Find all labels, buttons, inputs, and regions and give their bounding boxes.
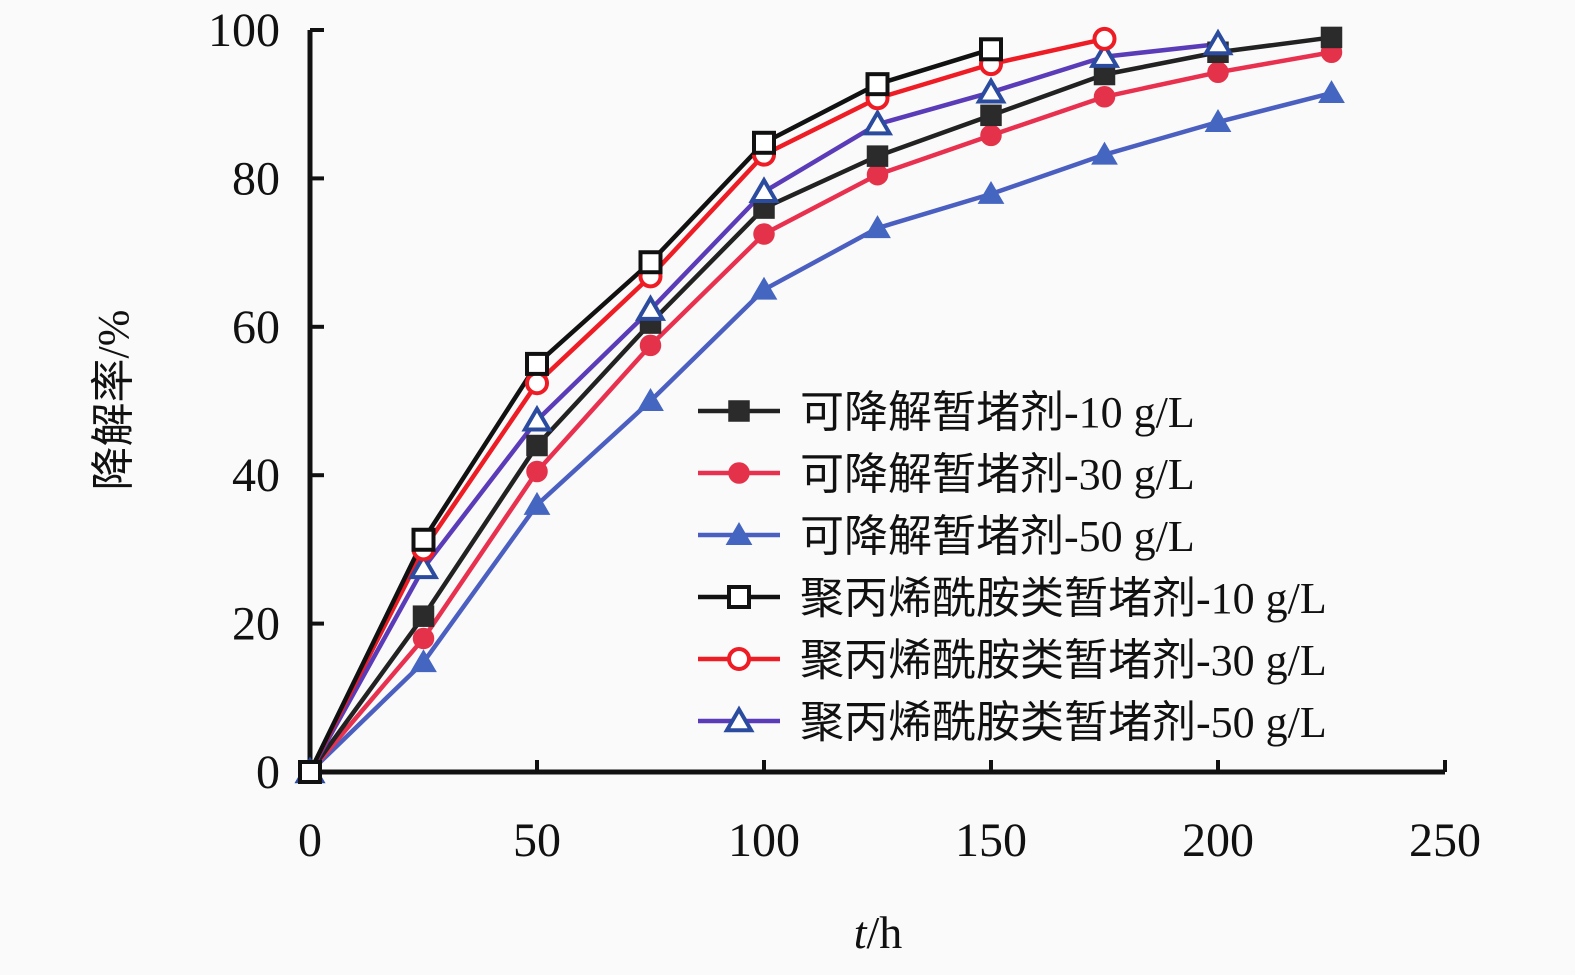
legend-item: 可降解暂堵剂-50 g/L: [698, 512, 1195, 561]
series-3: [308, 90, 1333, 774]
x-axis-label-variable: t: [854, 907, 868, 958]
x-axis-label: t/h: [854, 907, 903, 958]
data-point-circle: [753, 223, 775, 245]
data-point-circle: [728, 462, 750, 484]
data-point-square: [980, 104, 1002, 127]
data-point-triangle: [1204, 109, 1232, 132]
legend-item: 聚丙烯酰胺类暂堵剂-10 g/L: [698, 574, 1327, 623]
data-point-triangle: [1091, 141, 1118, 165]
legend-item: 可降解暂堵剂-10 g/L: [698, 388, 1195, 437]
data-point-triangle: [523, 491, 551, 515]
data-point-square: [866, 145, 889, 167]
data-point-triangle: [1318, 80, 1345, 104]
x-tick-label: 150: [955, 814, 1027, 867]
data-point-square: [865, 72, 890, 97]
y-tick-label: 60: [232, 301, 280, 354]
data-point-triangle: [861, 108, 894, 136]
data-point-square: [728, 400, 750, 422]
data-point-triangle: [750, 276, 778, 300]
series-line: [308, 50, 1332, 774]
x-tick-label: 0: [298, 814, 322, 867]
data-point-triangle: [1088, 41, 1121, 68]
data-point-triangle: [407, 552, 440, 580]
series-5: [307, 36, 1105, 774]
data-point-triangle: [410, 649, 437, 673]
data-point-square: [412, 605, 435, 627]
legend-label: 聚丙烯酰胺类暂堵剂-10 g/L: [800, 574, 1327, 623]
data-point-triangle: [748, 176, 780, 203]
data-point-triangle: [864, 215, 891, 239]
data-point-triangle: [977, 180, 1005, 204]
data-point-square: [979, 37, 1003, 62]
x-tick-label: 50: [513, 814, 561, 867]
series-line: [308, 90, 1333, 774]
legend-label: 可降解暂堵剂-30 g/L: [800, 450, 1195, 499]
data-point-triangle: [975, 76, 1007, 104]
data-point-triangle: [634, 294, 667, 321]
data-point-triangle: [725, 522, 753, 545]
series-group: [294, 26, 1345, 784]
x-tick-label: 250: [1409, 814, 1481, 867]
data-point-triangle: [521, 404, 553, 432]
data-point-square: [1320, 26, 1343, 49]
data-point-square: [638, 250, 663, 275]
legend-item: 聚丙烯酰胺类暂堵剂-30 g/L: [698, 636, 1327, 685]
data-point-circle: [412, 627, 435, 650]
data-point-triangle: [1202, 28, 1234, 56]
data-point-triangle: [637, 388, 664, 411]
legend-label: 可降解暂堵剂-50 g/L: [800, 512, 1195, 561]
legend-item: 可降解暂堵剂-30 g/L: [698, 450, 1195, 499]
legend: 可降解暂堵剂-10 g/L 可降解暂堵剂-30 g/L 可降解暂堵剂-50 g/L 聚…: [698, 388, 1327, 747]
x-tick-label: 200: [1182, 814, 1254, 867]
y-tick-label: 100: [208, 4, 280, 57]
data-point-square: [411, 527, 436, 552]
series-line: [308, 35, 1332, 774]
axes: 0 50 100 150 200 250 0 20 40 60 80 100: [208, 4, 1481, 867]
data-point-square: [727, 585, 751, 609]
data-point-circle: [866, 163, 889, 186]
y-tick-label: 0: [256, 746, 280, 799]
data-point-circle: [1092, 26, 1117, 51]
data-point-circle: [1207, 61, 1229, 84]
data-point-square: [525, 351, 549, 376]
data-point-circle: [727, 647, 751, 671]
legend-label: 可降解暂堵剂-10 g/L: [800, 388, 1195, 437]
series-1: [308, 35, 1332, 774]
data-point-triangle: [723, 705, 755, 733]
data-point-circle: [525, 371, 549, 396]
data-point-circle: [526, 460, 548, 483]
data-point-square: [526, 434, 548, 457]
legend-item: 聚丙烯酰胺类暂堵剂-50 g/L: [698, 698, 1327, 747]
y-tick-label: 20: [232, 598, 280, 651]
data-point-circle: [980, 124, 1002, 147]
y-tick-label: 80: [232, 152, 280, 205]
y-tick-label: 40: [232, 449, 280, 502]
y-axis-label: 降解率/%: [89, 310, 138, 491]
series-2: [308, 50, 1332, 774]
x-tick-label: 100: [728, 814, 800, 867]
data-point-circle: [1093, 86, 1116, 108]
legend-label: 聚丙烯酰胺类暂堵剂-50 g/L: [800, 698, 1327, 747]
data-point-square: [298, 760, 322, 784]
series-markers-4: [298, 37, 1003, 784]
x-axis-label-unit: /h: [867, 907, 903, 958]
legend-label: 聚丙烯酰胺类暂堵剂-30 g/L: [800, 636, 1327, 685]
data-point-square: [752, 130, 776, 155]
series-line: [307, 36, 1105, 774]
data-point-circle: [639, 334, 662, 357]
